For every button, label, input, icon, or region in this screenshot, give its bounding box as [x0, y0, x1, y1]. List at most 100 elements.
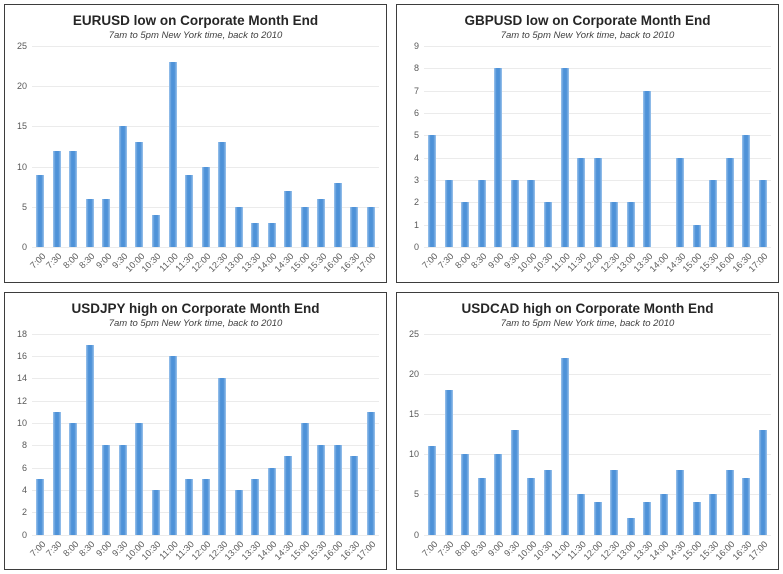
bar-slot	[507, 46, 524, 247]
bar-slot	[523, 46, 540, 247]
bar-slot	[441, 46, 458, 247]
bar-slot	[164, 46, 181, 247]
bar-slot	[589, 334, 606, 535]
y-tick-label: 8	[21, 440, 27, 451]
y-tick-label: 6	[21, 462, 27, 473]
bar	[461, 202, 470, 247]
bar-slot	[655, 46, 672, 247]
bar-slot	[755, 334, 772, 535]
bar	[317, 198, 326, 247]
bar	[560, 68, 569, 247]
chart-title: GBPUSD low on Corporate Month End	[464, 13, 711, 28]
chart-body: 0 1 2 3 4 5 6 7 8 9	[397, 41, 778, 252]
bar	[428, 446, 437, 535]
bar	[494, 454, 503, 535]
bar	[643, 502, 652, 535]
bar-slot	[424, 46, 441, 247]
bar-slot	[490, 334, 507, 535]
bar-slot	[606, 334, 623, 535]
bar-slot	[197, 334, 214, 535]
gridline	[424, 46, 771, 47]
bar	[251, 478, 260, 535]
y-axis: 0 5 10 15 20 25	[5, 41, 32, 252]
bar	[758, 429, 767, 535]
bar	[477, 180, 486, 247]
bar	[725, 157, 734, 247]
bar-slot	[689, 46, 706, 247]
bar	[676, 470, 685, 535]
bar	[659, 494, 668, 535]
bar	[444, 389, 453, 535]
bar-slot	[655, 334, 672, 535]
chart-subtitle: 7am to 5pm New York time, back to 2010	[500, 30, 675, 41]
y-tick-label: 16	[16, 350, 27, 361]
gridline	[424, 68, 771, 70]
bar	[610, 470, 619, 535]
gridline	[424, 373, 771, 375]
bar-slot	[230, 334, 247, 535]
bar-slot	[722, 46, 739, 247]
bar	[234, 489, 243, 535]
bars-layer	[32, 334, 379, 535]
gridline	[32, 86, 379, 88]
y-tick-label: 5	[21, 201, 27, 212]
bar-slot	[589, 46, 606, 247]
x-slot: 17:00	[747, 535, 772, 569]
bar-slot	[313, 334, 330, 535]
plot-area	[424, 46, 771, 248]
bar	[333, 182, 342, 247]
plot-area	[32, 46, 380, 248]
bar	[151, 489, 160, 535]
x-tick-label: 7:00	[27, 251, 48, 271]
bar	[543, 470, 552, 535]
bar-slot	[148, 334, 165, 535]
y-tick-label: 18	[16, 328, 27, 339]
gridline	[424, 135, 771, 137]
y-tick-label: 3	[413, 175, 419, 186]
bar	[494, 68, 503, 247]
bar-slot	[263, 46, 280, 247]
bar-slot	[32, 46, 49, 247]
bar	[593, 502, 602, 535]
gridline	[32, 355, 379, 357]
bar-slot	[363, 46, 380, 247]
y-tick-label: 7	[413, 85, 419, 96]
bar	[151, 214, 160, 247]
bar-slot	[523, 334, 540, 535]
y-tick-label: 15	[16, 121, 27, 132]
bar-slot	[346, 46, 363, 247]
bar-slot	[330, 46, 347, 247]
bar-slot	[181, 334, 198, 535]
chart-body: 0 5 10 15 20 25	[397, 329, 778, 540]
bar-slot	[639, 334, 656, 535]
bar	[218, 142, 227, 247]
bar	[300, 206, 309, 247]
chart-panel-usdcad-high: USDCAD high on Corporate Month End 7am t…	[396, 291, 779, 570]
bar	[758, 180, 767, 247]
chart-header: USDCAD high on Corporate Month End 7am t…	[397, 300, 778, 330]
gridline	[32, 422, 379, 424]
bar-slot	[672, 46, 689, 247]
bar	[135, 142, 144, 247]
plot-area	[32, 333, 379, 536]
gridline	[32, 445, 379, 447]
bar	[350, 206, 359, 247]
bar-slot	[148, 46, 165, 247]
bar-slot	[507, 334, 524, 535]
bars-layer	[424, 46, 771, 247]
bar-slot	[98, 334, 115, 535]
x-tick-label: 7:00	[419, 251, 440, 271]
bar	[168, 62, 177, 247]
gridline	[32, 378, 379, 380]
x-axis: 7:00 7:30 8:00 8:30 9:00 9:30 10:00 10:30 11:00 1…	[28, 535, 379, 569]
bar-slot	[65, 334, 82, 535]
chart-header: USDJPY high on Corporate Month End 7am t…	[5, 300, 386, 330]
chart-title: EURUSD low on Corporate Month End	[72, 13, 319, 28]
bar-slot	[82, 46, 99, 247]
chart-title: USDJPY high on Corporate Month End	[71, 300, 320, 316]
gridline	[32, 126, 379, 128]
bar	[36, 174, 45, 247]
y-tick-label: 6	[413, 108, 419, 119]
bar	[510, 180, 519, 247]
bar-slot	[705, 46, 722, 247]
